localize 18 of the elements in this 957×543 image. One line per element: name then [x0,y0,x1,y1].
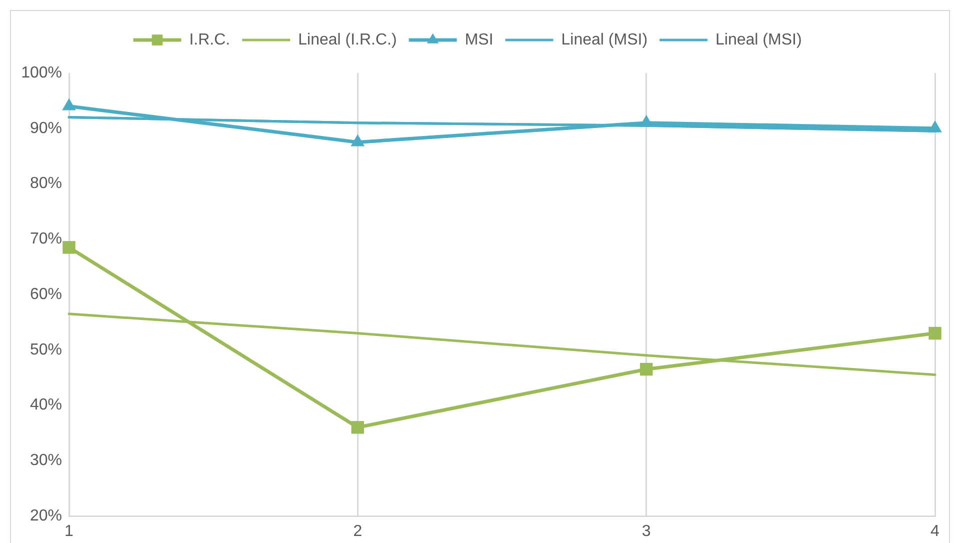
y-tick-label: 40% [30,396,62,414]
y-tick-label: 80% [30,175,62,192]
legend-label: Lineal (MSI) [561,31,648,48]
y-tick-label: 70% [30,230,62,248]
legend-label: I.R.C. [189,31,230,48]
legend-label: MSI [464,31,494,48]
legend-label: Lineal (MSI) [716,31,802,48]
y-tick-label: 100% [21,64,62,82]
y-tick-label: 30% [30,452,62,470]
legend-label: Lineal (I.R.C.) [298,31,397,48]
x-tick-label: 3 [642,523,651,540]
y-tick-label: 50% [30,341,62,358]
y-tick-label: 20% [30,507,62,524]
y-tick-label: 60% [30,286,62,303]
x-tick-label: 1 [64,523,74,540]
x-tick-label: 2 [353,523,362,540]
x-tick-label: 4 [930,523,940,540]
y-tick-label: 90% [30,120,62,137]
